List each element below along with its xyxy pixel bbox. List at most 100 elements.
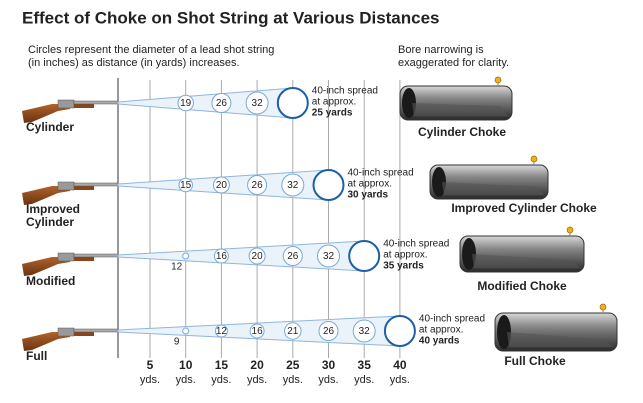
circle-label: 26 (323, 326, 335, 337)
spread-label: at approx. (312, 97, 356, 108)
circle-label: 32 (252, 98, 264, 109)
spread-label: at approx. (348, 179, 392, 190)
shot-circle (247, 175, 268, 195)
shot-circle (248, 247, 266, 265)
spread-circle (312, 169, 345, 201)
choke-bore (402, 88, 416, 118)
distance-unit: yds. (176, 374, 196, 386)
shotgun-forend (74, 332, 94, 336)
circle-label: 21 (287, 326, 299, 337)
note: (in inches) as distance (in yards) incre… (28, 57, 240, 69)
shotgun-stock (22, 104, 70, 123)
spread-label: 40-inch spread (348, 168, 414, 179)
shotgun-stock (22, 257, 70, 276)
shot-circle (245, 91, 269, 115)
choke-bead (599, 303, 607, 311)
distance-label: 35 (358, 358, 372, 372)
circle-label: 26 (287, 251, 299, 262)
spread-label: 40-inch spread (383, 239, 449, 250)
row-label: Improved (26, 202, 80, 216)
choke-cutaway (472, 254, 580, 268)
shotgun-forend (74, 104, 94, 108)
distance-unit: yds. (390, 374, 410, 386)
choke-label: Full Choke (504, 354, 566, 368)
choke-label: Improved Cylinder Choke (451, 201, 597, 215)
spread-circle (348, 240, 381, 272)
distance-label: 40 (393, 358, 407, 372)
circle-label: 9 (174, 337, 180, 348)
shotgun-stock (22, 186, 70, 205)
circle-label: 26 (216, 98, 228, 109)
circle-label: 32 (359, 326, 371, 337)
spread-label: 30 yards (348, 190, 389, 201)
choke-bore (497, 315, 511, 349)
shot-circle (284, 322, 302, 340)
circle-label: 19 (180, 98, 192, 109)
shot-circle (249, 323, 265, 339)
note: exaggerated for clarity. (398, 57, 509, 69)
shotgun-barrel (73, 182, 119, 187)
choke-bead (530, 155, 538, 163)
shot-circle (352, 319, 376, 343)
circle-label: 32 (287, 180, 299, 191)
shot-circle (177, 94, 194, 112)
choke-cutaway (507, 332, 613, 347)
circle-label: 26 (252, 180, 264, 191)
distance-label: 5 (147, 358, 154, 372)
shot-circle (211, 93, 232, 113)
choke-bore (432, 167, 446, 197)
choke-bead (494, 76, 502, 84)
circle-label: 12 (216, 326, 228, 337)
circle-label: 32 (323, 251, 335, 262)
shot-circle (282, 246, 303, 266)
shotgun-barrel (73, 100, 119, 105)
shotgun-receiver (57, 99, 75, 109)
choke-cutaway (442, 182, 544, 195)
circle-label: 16 (216, 251, 228, 262)
note: Bore narrowing is (398, 44, 484, 56)
shot-circle (317, 244, 340, 268)
choke-cutaway (412, 103, 508, 116)
distance-unit: yds. (318, 374, 338, 386)
spread-circle (383, 315, 416, 347)
distance-label: 15 (215, 358, 229, 372)
shotgun-receiver (57, 327, 75, 337)
distance-label: 25 (286, 358, 300, 372)
shotgun-stock (22, 332, 70, 351)
shot-circle (318, 321, 339, 341)
title: Effect of Choke on Shot String at Variou… (22, 8, 440, 27)
circle-label: 20 (216, 180, 228, 191)
row-label: Full (26, 349, 47, 363)
spread-label: 40 yards (419, 336, 460, 347)
distance-unit: yds. (354, 374, 374, 386)
spread-label: at approx. (383, 250, 427, 261)
shot-circle (212, 176, 230, 194)
row-label: Cylinder (26, 120, 74, 134)
shotgun-barrel (73, 253, 119, 258)
shotgun-barrel (73, 328, 119, 333)
distance-unit: yds. (211, 374, 231, 386)
distance-label: 10 (179, 358, 193, 372)
row-label: Cylinder (26, 215, 74, 229)
choke-bore (462, 238, 476, 270)
distance-label: 20 (250, 358, 264, 372)
choke-bead (566, 226, 574, 234)
circle-label: 20 (252, 251, 264, 262)
spread-label: 40-inch spread (312, 86, 378, 97)
shotgun-receiver (57, 181, 75, 191)
shot-circle (213, 248, 229, 264)
distance-unit: yds. (283, 374, 303, 386)
spread-circle (276, 87, 309, 119)
shot-circle (214, 324, 228, 338)
distance-unit: yds. (140, 374, 160, 386)
choke-label: Modified Choke (477, 279, 567, 293)
distance-unit: yds. (247, 374, 267, 386)
circle-label: 12 (171, 262, 183, 273)
shot-circle (281, 173, 305, 197)
shot-circle (182, 327, 190, 335)
spread-label: 35 yards (383, 261, 424, 272)
shot-circle (182, 252, 190, 260)
spread-label: at approx. (419, 325, 463, 336)
shotgun-receiver (57, 252, 75, 262)
